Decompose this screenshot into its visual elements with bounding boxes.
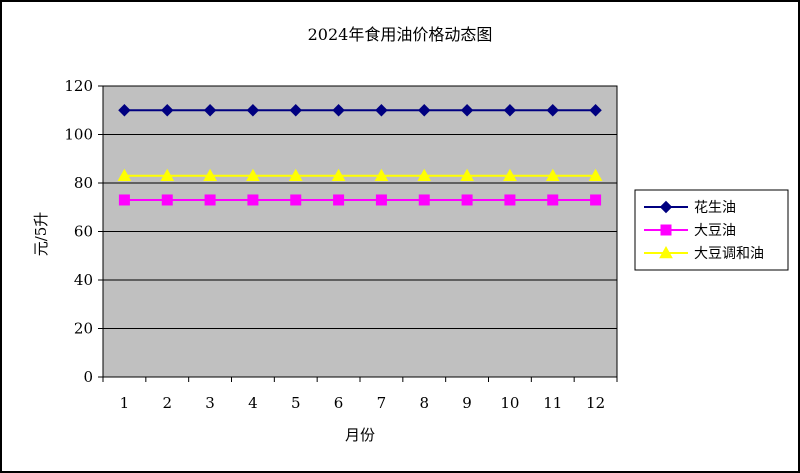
chart-title: 2024年食用油价格动态图 [308, 25, 493, 44]
data-point [503, 168, 517, 182]
data-point [247, 194, 259, 206]
data-point [117, 168, 132, 182]
x-tick-label: 10 [500, 394, 519, 412]
data-point [290, 194, 302, 206]
data-point [118, 104, 131, 117]
data-point [160, 168, 175, 182]
data-point [504, 194, 516, 206]
x-tick-labels: 1 2 3 4 5 6 7 8 9 10 11 12 [102, 377, 618, 412]
y-tick-label: 80 [74, 174, 93, 192]
x-tick-label: 6 [334, 394, 344, 412]
y-tick-label: 100 [64, 126, 93, 144]
data-point [246, 104, 260, 117]
series-2 [118, 194, 602, 206]
data-point [546, 104, 559, 117]
y-tick-label: 40 [74, 271, 93, 289]
gridlines [103, 85, 617, 329]
x-tick-label: 4 [248, 394, 258, 412]
data-point [375, 104, 388, 117]
x-tick-label: 12 [586, 394, 605, 412]
x-tick-label: 2 [162, 394, 172, 412]
data-point [589, 104, 602, 117]
data-point [204, 194, 216, 206]
legend-marker [660, 224, 672, 236]
data-point [288, 168, 303, 182]
legend-label: 大豆调和油 [694, 246, 764, 262]
data-point [332, 104, 345, 117]
data-point [333, 194, 345, 206]
x-axis-label: 月份 [345, 426, 375, 444]
y-axis-label: 元/5升 [32, 212, 50, 257]
data-point [460, 104, 474, 117]
x-tick-label: 8 [419, 394, 429, 412]
data-point [588, 168, 603, 182]
x-tick-label: 11 [543, 394, 562, 412]
series-3 [117, 168, 603, 182]
legend-label: 花生油 [694, 200, 736, 216]
x-tick-label: 1 [120, 394, 130, 412]
legend-item: 大豆油 [644, 223, 736, 239]
data-point [203, 168, 217, 182]
data-point [375, 194, 387, 206]
x-tick-label: 7 [377, 394, 387, 412]
x-tick-label: 5 [291, 394, 301, 412]
legend-item: 大豆调和油 [644, 245, 764, 262]
data-point [460, 168, 474, 182]
data-point [374, 168, 389, 182]
data-point [246, 168, 260, 182]
data-point [161, 194, 173, 206]
data-point [547, 194, 559, 206]
data-point [118, 194, 130, 206]
legend-marker [659, 245, 673, 259]
legend-marker [659, 200, 673, 214]
data-point [418, 194, 430, 206]
data-point [203, 104, 217, 117]
legend-item: 花生油 [644, 200, 736, 216]
data-point [331, 168, 346, 182]
y-tick-labels: 0 20 40 60 80 100 120 [64, 77, 103, 386]
x-tick-label: 3 [205, 394, 215, 412]
y-tick-label: 20 [74, 320, 93, 338]
series-1 [118, 104, 602, 117]
data-point [418, 104, 431, 117]
y-tick-label: 0 [83, 368, 93, 386]
series-layer [117, 104, 603, 206]
y-tick-label: 120 [64, 77, 93, 95]
data-point [590, 194, 602, 206]
data-point [417, 168, 432, 182]
data-point [503, 104, 517, 117]
data-point [161, 104, 174, 117]
y-tick-label: 60 [74, 223, 93, 241]
x-tick-label: 9 [462, 394, 472, 412]
data-point [461, 194, 473, 206]
data-point [289, 104, 302, 117]
data-point [545, 168, 560, 182]
legend-label: 大豆油 [694, 223, 736, 239]
